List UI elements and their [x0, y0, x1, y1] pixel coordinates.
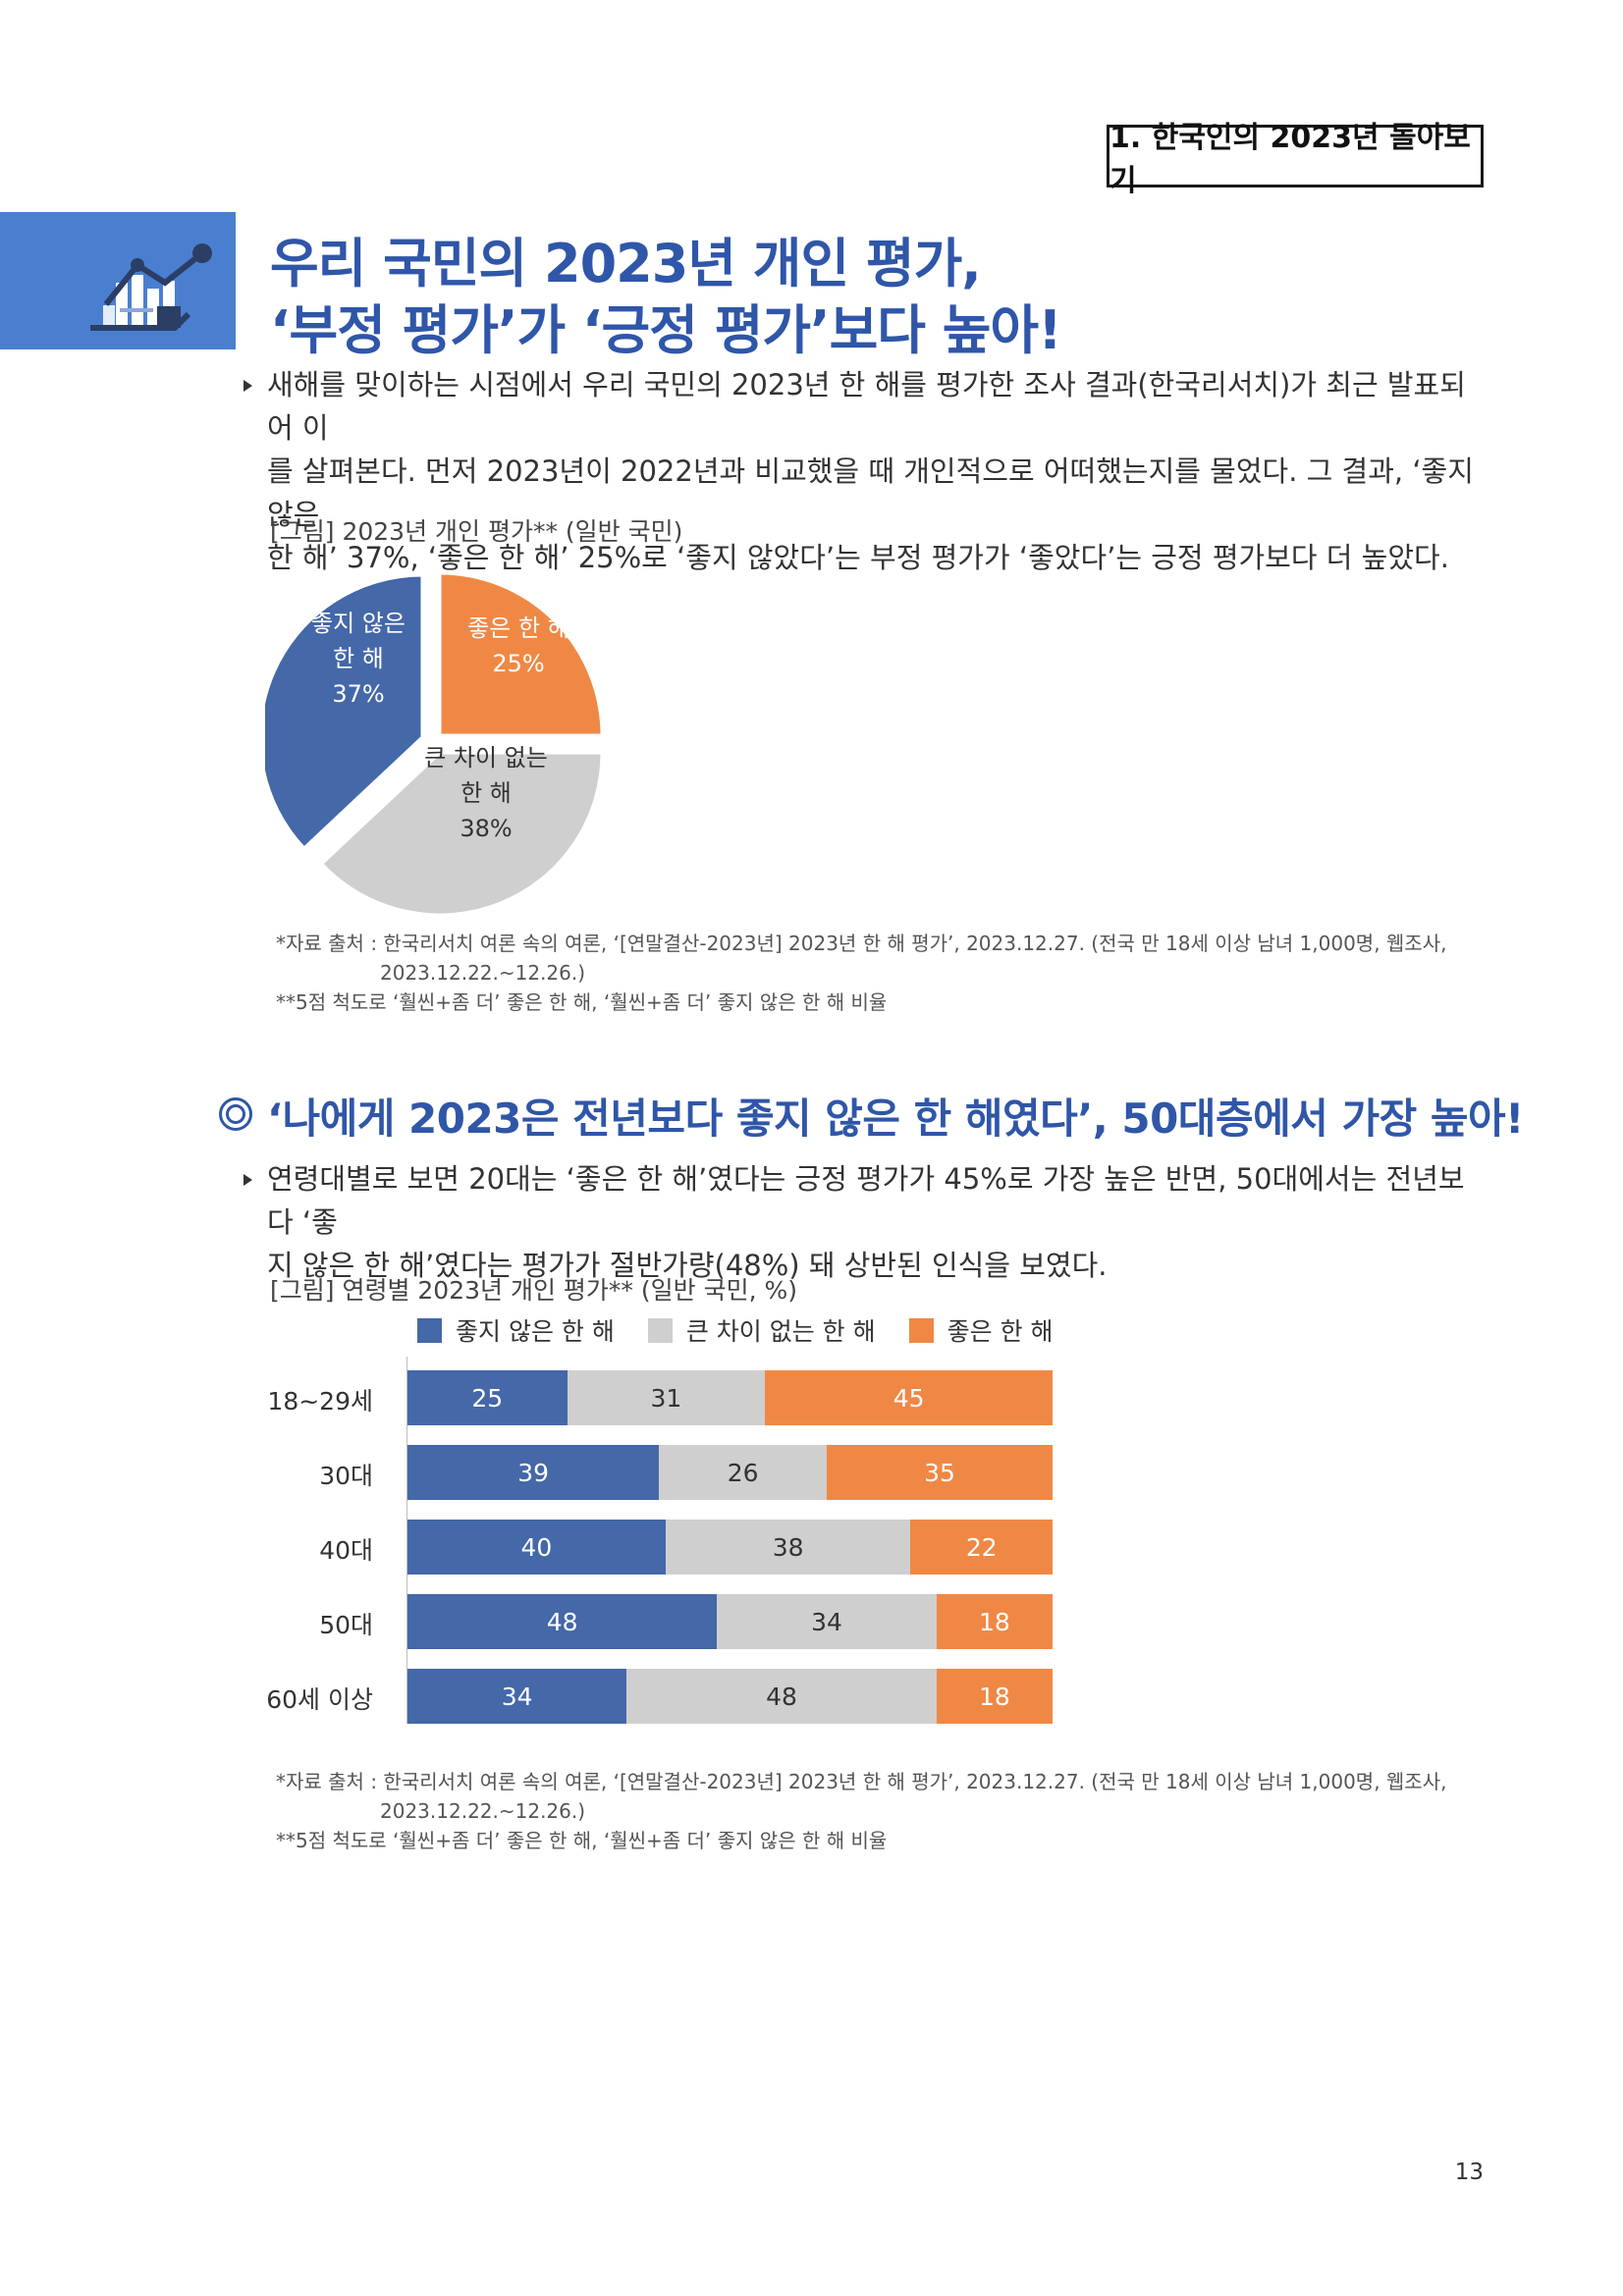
legend-swatch: [647, 1317, 673, 1343]
legend-label: 좋은 한 해: [947, 1317, 1054, 1346]
bar-segment: 34: [717, 1594, 937, 1649]
pie-slice-label: 한 해: [460, 779, 512, 807]
paragraph-1-line: 한 해’ 37%, ‘좋은 한 해’ 25%로 ‘좋지 않았다’는 부정 평가가…: [267, 541, 1449, 574]
bar-segment: 38: [665, 1520, 911, 1575]
triangle-bullet-icon: [243, 380, 252, 392]
paragraph-1-line: 를 살펴본다. 먼저 2023년이 2022년과 비교했을 때 개인적으로 어떠…: [267, 454, 1474, 531]
bar-segment: 45: [765, 1370, 1053, 1425]
paragraph-2-line: 지 않은 한 해’였다는 평가가 절반가량(48%) 돼 상반된 인식을 보였다…: [267, 1249, 1108, 1282]
section-tag: 1. 한국인의 2023년 돌아보기: [1107, 121, 1484, 198]
bar-category-label: 50대: [319, 1611, 373, 1639]
figure-1-source-note: *자료 출처 : 한국리서치 여론 속의 여론, ‘[연말결산-2023년] 2…: [276, 929, 1446, 1017]
bar-segment: 34: [407, 1669, 627, 1724]
paragraph-2-line: 연령대별로 보면 20대는 ‘좋은 한 해’였다는 긍정 평가가 45%로 가장…: [267, 1162, 1465, 1239]
bar-segment: 40: [407, 1520, 666, 1575]
bar-segment: 26: [659, 1445, 828, 1500]
bar-category-label: 30대: [319, 1462, 373, 1490]
bar-segment: 25: [407, 1370, 568, 1425]
legend-item-positive: 좋은 한 해: [908, 1312, 1054, 1348]
bar-axis-line: [406, 1357, 407, 1724]
stacked-bar-chart: 18~29세 25 31 45 30대 39 26 35 40대 40 38 22 50대 48 34 18 6…: [0, 1357, 1623, 1743]
figure-2-source-note: *자료 출처 : 한국리서치 여론 속의 여론, ‘[연말결산-2023년] 2…: [276, 1767, 1446, 1855]
pie-slice-label: 37%: [332, 680, 384, 708]
source-note-line: *자료 출처 : 한국리서치 여론 속의 여론, ‘[연말결산-2023년] 2…: [276, 1770, 1447, 1793]
bar-segment: 39: [407, 1445, 660, 1500]
pie-slice-label: 한 해: [333, 645, 384, 672]
bar-category-label: 18~29세: [267, 1387, 373, 1415]
bar-segment: 48: [626, 1669, 937, 1724]
scale-note: **5점 척도로 ‘훨씬+좀 더’ 좋은 한 해, ‘훨씬+좀 더’ 좋지 않은…: [276, 1829, 888, 1852]
legend-label: 큰 차이 없는 한 해: [685, 1317, 876, 1346]
pie-slice-label: 좋은 한 해: [467, 614, 569, 642]
headline-line2: ‘부정 평가’가 ‘긍정 평가’보다 높아!: [270, 299, 1062, 361]
bar-segment: 22: [910, 1520, 1053, 1575]
legend-label: 좋지 않은 한 해: [456, 1317, 615, 1346]
figure-1-caption: [그림] 2023년 개인 평가** (일반 국민): [270, 517, 683, 546]
legend-swatch: [908, 1317, 934, 1343]
chart-legend: 좋지 않은 한 해 큰 차이 없는 한 해 좋은 한 해: [417, 1312, 1087, 1348]
pie-slice: [319, 751, 604, 917]
pie-slice-label: 38%: [460, 815, 512, 842]
bar-segment: 48: [407, 1594, 718, 1649]
bar-segment: 18: [936, 1669, 1053, 1724]
bar-segment: 31: [567, 1370, 766, 1425]
page-number: 13: [1454, 2160, 1484, 2185]
section-icon-box: [0, 212, 236, 349]
bar-category-label: 40대: [319, 1536, 373, 1565]
legend-item-neutral: 큰 차이 없는 한 해: [647, 1312, 876, 1348]
pie-slice-label: 25%: [492, 650, 544, 677]
subheading: ‘나에게 2023은 전년보다 좋지 않은 한 해였다’, 50대층에서 가장 …: [267, 1095, 1524, 1143]
double-circle-icon: [219, 1097, 252, 1131]
headline-line1: 우리 국민의 2023년 개인 평가,: [270, 233, 982, 294]
legend-swatch: [417, 1317, 442, 1343]
pie-slice-label: 좋지 않은: [311, 610, 406, 637]
paragraph-1: 새해를 맞이하는 시점에서 우리 국민의 2023년 한 해를 평가한 조사 결…: [267, 363, 1485, 579]
bar-segment: 18: [936, 1594, 1053, 1649]
bar-category-label: 60세 이상: [266, 1685, 373, 1714]
figure-2-caption: [그림] 연령별 2023년 개인 평가** (일반 국민, %): [270, 1276, 797, 1305]
scale-note: **5점 척도로 ‘훨씬+좀 더’ 좋은 한 해, ‘훨씬+좀 더’ 좋지 않은…: [276, 990, 888, 1014]
source-note-line: 2023.12.22.~12.26.): [380, 961, 586, 985]
paragraph-1-line: 새해를 맞이하는 시점에서 우리 국민의 2023년 한 해를 평가한 조사 결…: [267, 368, 1466, 445]
chart-growth-icon: [90, 243, 212, 331]
paragraph-2: 연령대별로 보면 20대는 ‘좋은 한 해’였다는 긍정 평가가 45%로 가장…: [267, 1157, 1485, 1287]
legend-item-negative: 좋지 않은 한 해: [417, 1312, 615, 1348]
pie-slice: [265, 573, 424, 851]
pie-slice: [438, 571, 604, 737]
source-note-line: 2023.12.22.~12.26.): [380, 1799, 586, 1823]
source-note-line: *자료 출처 : 한국리서치 여론 속의 여론, ‘[연말결산-2023년] 2…: [276, 932, 1447, 955]
triangle-bullet-icon: [243, 1174, 252, 1186]
pie-chart: 좋지 않은한 해37%좋은 한 해25%큰 차이 없는한 해38%: [265, 571, 604, 917]
bar-segment: 35: [827, 1445, 1053, 1500]
pie-slice-label: 큰 차이 없는: [424, 744, 548, 772]
